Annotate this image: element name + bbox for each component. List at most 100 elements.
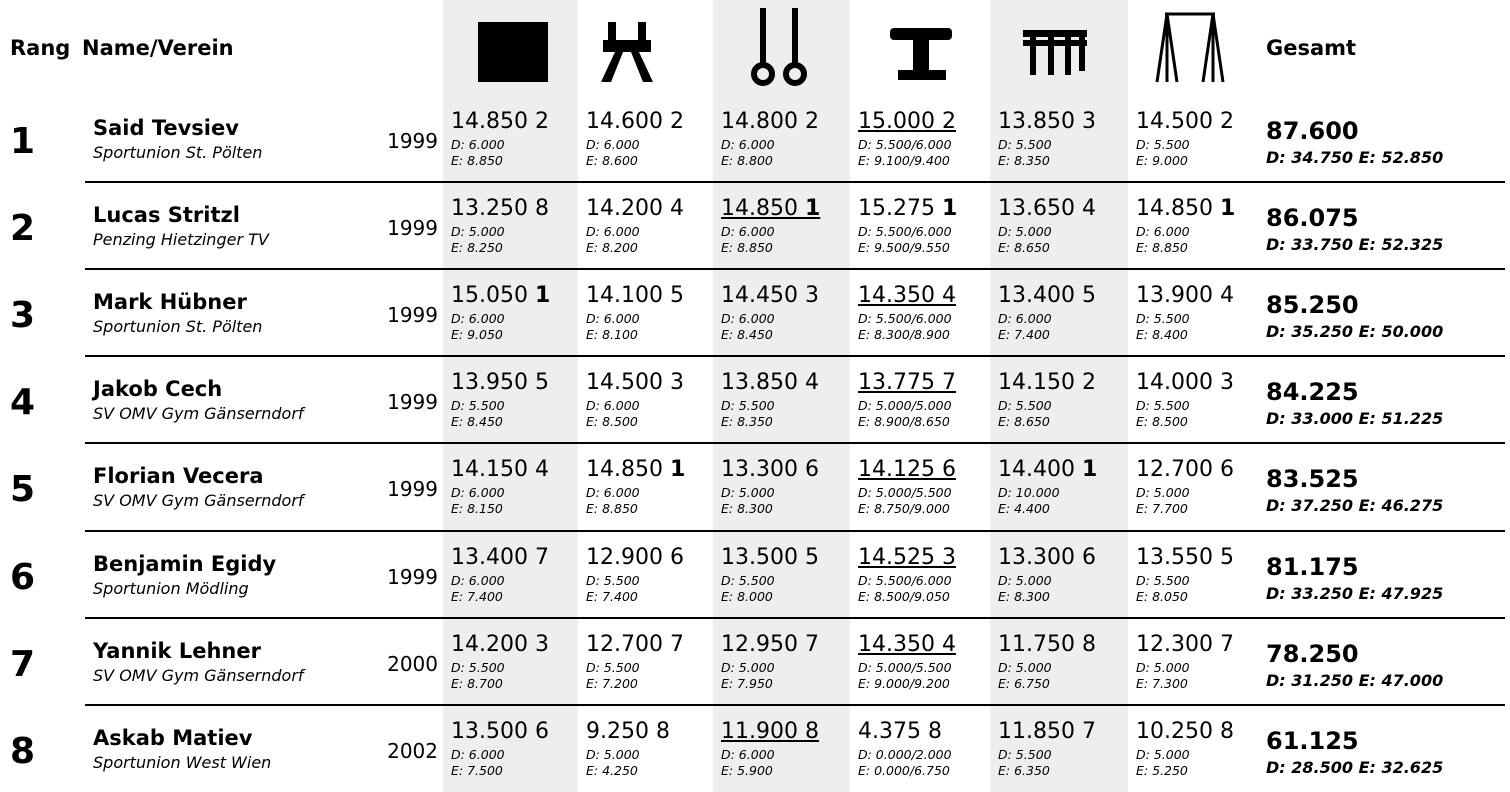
d-score: D: 5.500 (451, 398, 505, 414)
d-score: D: 5.000/5.500 (858, 659, 952, 675)
e-score: E: 8.450 (721, 327, 773, 343)
apparatus-place: 4 (941, 631, 956, 657)
e-score: E: 9.000 (1136, 153, 1188, 168)
score: 14.450 3 (721, 283, 819, 308)
d-score: D: 6.000 (1136, 224, 1190, 240)
score: 14.200 4 (586, 196, 684, 221)
score-value: 13.500 (451, 718, 528, 744)
e-score: E: 8.700 (451, 675, 503, 691)
year: 1999 (387, 564, 438, 589)
e-score: E: 7.200 (586, 675, 638, 691)
rank: 7 (10, 643, 36, 685)
total: 61.125 (1266, 726, 1359, 755)
apparatus-place: 2 (669, 109, 684, 134)
total: 84.225 (1266, 378, 1359, 407)
total-de: D: 33.000 E: 51.225 (1266, 409, 1444, 429)
d-score: D: 5.000 (1136, 746, 1190, 762)
d-score: D: 6.000 (586, 398, 640, 414)
e-score: E: 8.900/8.650 (858, 414, 950, 430)
total-de: D: 33.750 E: 52.325 (1266, 235, 1444, 255)
row-separator (85, 529, 1505, 532)
score: 14.525 3 (858, 545, 956, 570)
score-value: 14.850 (586, 457, 663, 483)
e-score: E: 8.050 (1136, 588, 1188, 604)
score-value: 4.375 (858, 718, 921, 744)
e-score: E: 6.350 (998, 762, 1050, 778)
apparatus-place: 7 (1081, 718, 1096, 744)
e-score: E: 4.400 (998, 501, 1050, 517)
year: 2000 (387, 651, 438, 676)
score-value: 14.350 (858, 283, 935, 309)
club: Penzing Hietzinger TV (93, 230, 269, 250)
e-score: E: 8.300 (998, 588, 1050, 604)
e-score: E: 0.000/6.750 (858, 762, 950, 778)
apparatus-place: 1 (534, 283, 551, 309)
score: 9.250 8 (586, 719, 670, 744)
apparatus-place: 2 (941, 109, 956, 134)
vault-icon (890, 28, 952, 80)
e-score: E: 8.850 (721, 240, 773, 256)
score: 14.000 3 (1136, 370, 1234, 395)
header-total: Gesamt (1266, 36, 1357, 60)
year: 1999 (387, 303, 438, 328)
score: 12.700 7 (586, 632, 684, 657)
apparatus-place: 3 (941, 544, 956, 570)
e-score: E: 8.750/9.000 (858, 501, 950, 517)
e-score: E: 8.250 (451, 240, 503, 256)
score: 12.700 6 (1136, 457, 1234, 482)
d-score: D: 6.000 (586, 224, 640, 240)
score: 10.250 8 (1136, 719, 1234, 744)
apparatus-place: 3 (1219, 370, 1234, 396)
d-score: D: 5.500/6.000 (858, 572, 952, 588)
e-score: E: 9.000/9.200 (858, 675, 950, 691)
apparatus-place: 7 (941, 370, 956, 396)
apparatus-icons (478, 8, 1225, 86)
e-score: E: 8.200 (586, 240, 638, 256)
score: 13.500 6 (451, 719, 549, 744)
d-score: D: 5.500 (721, 398, 775, 414)
total-de: D: 31.250 E: 47.000 (1266, 670, 1444, 690)
score-value: 14.200 (451, 631, 528, 657)
score-value: 13.650 (998, 196, 1075, 222)
athlete-name: Yannik Lehner (93, 638, 261, 663)
d-score: D: 5.000 (586, 746, 640, 762)
apparatus-place: 4 (941, 283, 956, 309)
apparatus-place: 4 (1081, 196, 1096, 222)
score: 13.300 6 (721, 457, 819, 482)
pommel-horse-icon (601, 22, 653, 82)
rank: 3 (10, 295, 36, 337)
apparatus-place: 1 (1219, 196, 1236, 222)
score: 15.275 1 (858, 196, 957, 221)
e-score: E: 5.250 (1136, 762, 1188, 778)
d-score: D: 5.500 (721, 572, 775, 588)
club: SV OMV Gym Gänserndorf (93, 404, 304, 424)
apparatus-place: 8 (804, 718, 819, 744)
score-value: 12.900 (586, 544, 663, 570)
score-value: 9.250 (586, 718, 649, 744)
athlete-name: Askab Matiev (93, 725, 253, 750)
score-value: 15.000 (858, 109, 935, 134)
rank: 5 (10, 469, 36, 511)
score-value: 14.500 (1136, 109, 1213, 134)
d-score: D: 5.500 (451, 659, 505, 675)
e-score: E: 7.400 (451, 588, 503, 604)
e-score: E: 8.350 (721, 414, 773, 430)
header-rank: Rang (10, 36, 71, 60)
athlete-name: Florian Vecera (93, 464, 264, 489)
club: Sportunion St. Pölten (93, 317, 263, 337)
d-score: D: 5.500 (998, 398, 1052, 414)
score: 13.400 5 (998, 283, 1096, 308)
score-value: 14.525 (858, 544, 935, 570)
row-separator (85, 703, 1505, 706)
total: 83.525 (1266, 465, 1359, 494)
apparatus-place: 8 (534, 196, 549, 222)
athlete-name: Benjamin Egidy (93, 551, 277, 576)
total: 81.175 (1266, 552, 1359, 581)
d-score: D: 5.000 (998, 224, 1052, 240)
score: 14.800 2 (721, 109, 819, 134)
score: 13.850 3 (998, 109, 1096, 134)
apparatus-place: 3 (804, 283, 819, 309)
score: 12.300 7 (1136, 632, 1234, 657)
club: Sportunion West Wien (93, 752, 272, 772)
e-score: E: 7.300 (1136, 675, 1188, 691)
